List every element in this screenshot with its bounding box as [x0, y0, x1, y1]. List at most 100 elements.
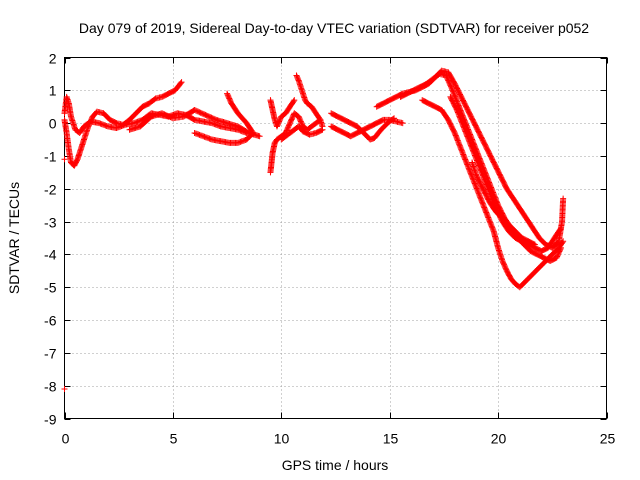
- data-point: [480, 173, 487, 180]
- data-point: [489, 224, 496, 231]
- data-point: [461, 153, 468, 160]
- y-tick-label: -8: [44, 379, 57, 395]
- data-point: [460, 123, 467, 130]
- data-point: [481, 177, 488, 184]
- data-point: [460, 151, 467, 158]
- data-point: [462, 128, 469, 135]
- data-point: [475, 161, 482, 168]
- y-axis-label: SDTVAR / TECUs: [6, 182, 22, 294]
- data-point: [462, 156, 469, 163]
- y-tick-label: 0: [49, 116, 57, 132]
- data-point: [471, 152, 478, 159]
- data-point: [464, 162, 471, 169]
- y-tick-label: -4: [44, 247, 57, 263]
- data-point: [472, 182, 479, 189]
- data-point: [454, 108, 461, 115]
- y-tick-label: 2: [49, 51, 57, 67]
- data-point: [458, 118, 465, 125]
- data-point: [474, 160, 481, 167]
- data-point: [480, 203, 487, 210]
- data-point: [449, 87, 456, 94]
- data-point: [489, 225, 496, 232]
- data-point: [459, 150, 466, 157]
- data-point: [465, 164, 472, 171]
- data-point: [224, 91, 231, 98]
- data-point: [291, 97, 298, 104]
- data-point: [481, 205, 488, 212]
- data-point: [477, 166, 484, 173]
- data-point: [467, 141, 474, 148]
- data-point: [453, 107, 460, 114]
- data-point: [475, 189, 482, 196]
- data-point: [478, 168, 485, 175]
- series-track-10: [328, 110, 398, 143]
- data-point: [476, 163, 483, 170]
- data-point: [481, 204, 488, 211]
- series-track-3: [126, 107, 263, 140]
- data-point: [482, 208, 489, 215]
- data-point: [479, 172, 486, 179]
- series-track-6: [278, 123, 326, 143]
- y-tick-label: -5: [44, 280, 57, 296]
- data-point: [482, 180, 489, 187]
- data-point: [479, 199, 486, 206]
- y-tick-labels: -9 -8 -7 -6 -5 -4 -3 -2 -1 0 1 2: [44, 51, 57, 428]
- data-point: [224, 90, 231, 97]
- data-point: [464, 134, 471, 141]
- data-point: [473, 156, 480, 163]
- data-point: [455, 140, 462, 147]
- data-point: [461, 155, 468, 162]
- data-point: [456, 114, 463, 121]
- x-tick-label: 0: [62, 431, 70, 447]
- data-point: [478, 170, 485, 177]
- series-track-2: [61, 93, 250, 136]
- data-point: [488, 223, 495, 230]
- x-tick-label: 15: [383, 431, 399, 447]
- y-tick-label: 1: [49, 83, 57, 99]
- data-point: [466, 139, 473, 146]
- data-point: [475, 190, 482, 197]
- x-tick-label: 25: [600, 431, 616, 447]
- data-point: [477, 195, 484, 202]
- data-point: [453, 133, 460, 140]
- y-tick-label: -6: [44, 313, 57, 329]
- data-point: [474, 186, 481, 193]
- data-point: [463, 132, 470, 139]
- data-point: [559, 239, 566, 246]
- data-point: [483, 209, 490, 216]
- y-tick-label: -9: [44, 412, 57, 428]
- data-point: [319, 126, 326, 133]
- y-tick-label: -3: [44, 215, 57, 231]
- data-point: [476, 191, 483, 198]
- y-tick-label: -7: [44, 346, 57, 362]
- data-point: [476, 193, 483, 200]
- chart-title: Day 079 of 2019, Sidereal Day-to-day VTE…: [79, 20, 589, 36]
- series-track-13: [419, 97, 567, 291]
- x-axis-label: GPS time / hours: [282, 457, 389, 473]
- data-point: [471, 151, 478, 158]
- data-point: [484, 213, 491, 220]
- data-point: [469, 147, 476, 154]
- data-point: [473, 157, 480, 164]
- data-point: [465, 137, 472, 144]
- data-point: [479, 200, 486, 207]
- data-point: [473, 184, 480, 191]
- y-tick-label: -1: [44, 149, 57, 165]
- data-point: [468, 143, 475, 150]
- series-track-4: [191, 90, 257, 146]
- data-point: [453, 135, 460, 142]
- data-point: [557, 225, 564, 232]
- data-point: [485, 215, 492, 222]
- data-point: [451, 92, 458, 99]
- data-point: [481, 176, 488, 183]
- data-point: [456, 142, 463, 149]
- series-track-7: [293, 72, 324, 123]
- data-point: [466, 166, 473, 173]
- data-point: [468, 144, 475, 151]
- data-point: [470, 148, 477, 155]
- data-point: [463, 130, 470, 137]
- data-point: [557, 226, 564, 233]
- data-point: [455, 112, 462, 119]
- data-point: [177, 80, 184, 87]
- data-point: [471, 179, 478, 186]
